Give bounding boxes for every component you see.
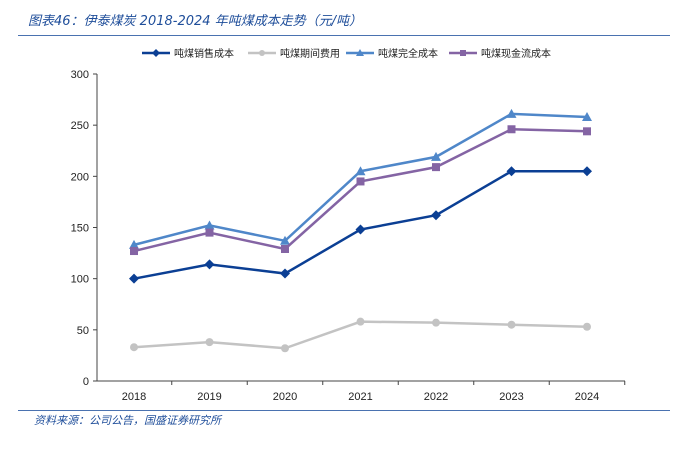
data-point-diamond [431, 210, 441, 221]
data-point-diamond [506, 166, 517, 177]
data-point-square [281, 244, 289, 253]
source-note: 资料来源：公司公告，国盛证券研究所 [34, 414, 221, 427]
legend-marker [259, 50, 265, 56]
data-point-circle [507, 320, 516, 329]
y-tick-label: 50 [77, 325, 89, 337]
y-tick-label: 150 [71, 223, 89, 235]
data-point-diamond [355, 224, 366, 235]
data-point-square [432, 163, 440, 172]
data-point-circle [583, 322, 591, 331]
data-point-circle [281, 344, 289, 353]
x-tick-label: 2023 [499, 391, 523, 403]
data-point-diamond [582, 166, 592, 177]
data-point-circle [130, 343, 138, 352]
data-point-square [130, 247, 138, 256]
data-point-circle [432, 318, 440, 327]
data-point-square [583, 127, 591, 136]
data-point-square [205, 228, 214, 237]
data-point-triangle [582, 111, 592, 121]
data-point-triangle [506, 108, 517, 118]
legend-label: 吨煤销售成本 [174, 47, 234, 60]
data-point-triangle [280, 235, 290, 245]
data-point-circle [356, 317, 365, 326]
data-point-circle [205, 338, 214, 347]
data-point-square [507, 125, 516, 134]
legend-label: 吨煤期间费用 [280, 47, 340, 60]
x-tick-label: 2018 [122, 391, 146, 403]
legend-label: 吨煤现金流成本 [481, 47, 551, 60]
legend-label: 吨煤完全成本 [378, 47, 438, 60]
data-point-diamond [204, 259, 215, 270]
data-point-diamond [280, 268, 290, 279]
y-tick-label: 250 [71, 120, 89, 132]
legend-marker [356, 49, 364, 56]
x-tick-label: 2019 [197, 391, 221, 403]
x-tick-label: 2021 [348, 391, 372, 403]
data-point-diamond [129, 273, 139, 284]
x-tick-label: 2024 [575, 391, 599, 403]
top-divider [18, 35, 670, 36]
x-tick-label: 2022 [424, 391, 448, 403]
y-tick-label: 100 [71, 274, 89, 286]
legend-marker [460, 50, 466, 56]
y-tick-label: 0 [83, 376, 89, 388]
y-tick-label: 200 [71, 171, 89, 183]
figure-title: 图表46：伊泰煤炭 2018-2024 年吨煤成本走势（元/吨） [28, 14, 363, 29]
x-tick-label: 2020 [273, 391, 297, 403]
legend-marker [152, 49, 160, 57]
y-tick-label: 300 [71, 69, 89, 81]
data-point-triangle [355, 166, 366, 176]
data-point-triangle [204, 220, 215, 230]
data-point-square [356, 177, 365, 186]
data-point-triangle [129, 239, 139, 249]
data-point-triangle [431, 151, 441, 161]
bottom-divider [18, 410, 670, 411]
